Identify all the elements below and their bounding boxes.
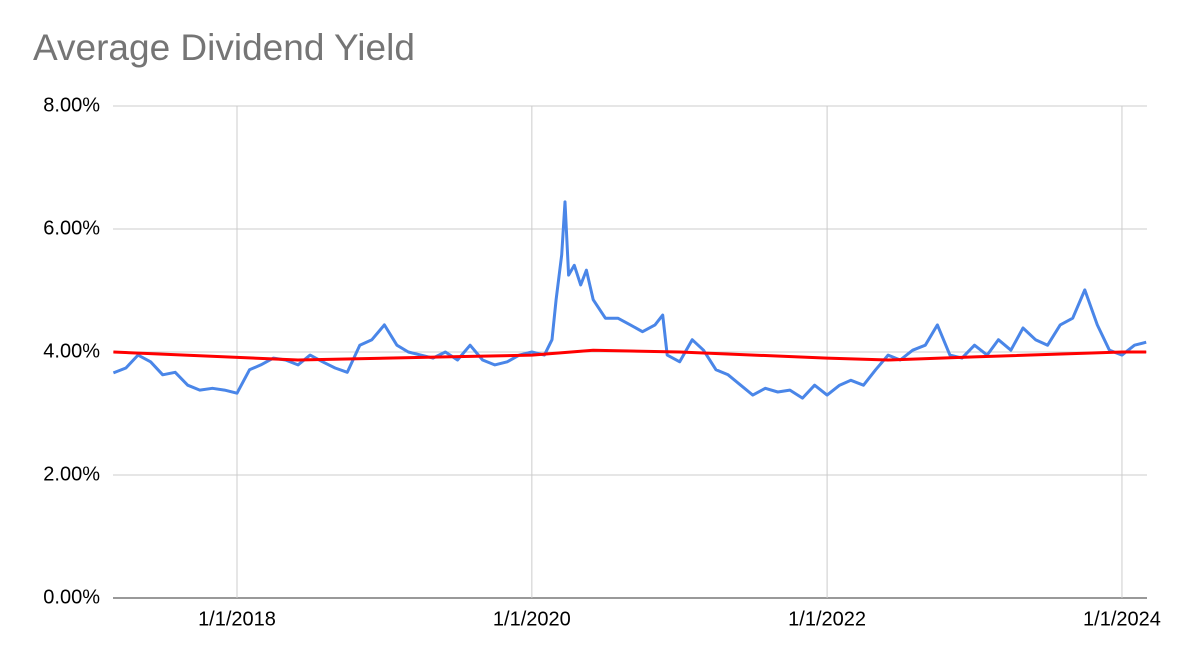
- x-tick-label: 1/1/2018: [198, 608, 276, 630]
- y-tick-label: 4.00%: [43, 340, 100, 362]
- x-tick-label: 1/1/2022: [788, 608, 866, 630]
- y-tick-label: 8.00%: [43, 94, 100, 116]
- y-tick-label: 2.00%: [43, 463, 100, 485]
- x-tick-label: 1/1/2024: [1083, 608, 1161, 630]
- chart-title: Average Dividend Yield: [33, 27, 415, 68]
- x-tick-label: 1/1/2020: [493, 608, 571, 630]
- line-series: [113, 348, 1147, 362]
- y-tick-label: 0.00%: [43, 586, 100, 608]
- line-series: [112, 200, 1147, 400]
- y-tick-label: 6.00%: [43, 217, 100, 239]
